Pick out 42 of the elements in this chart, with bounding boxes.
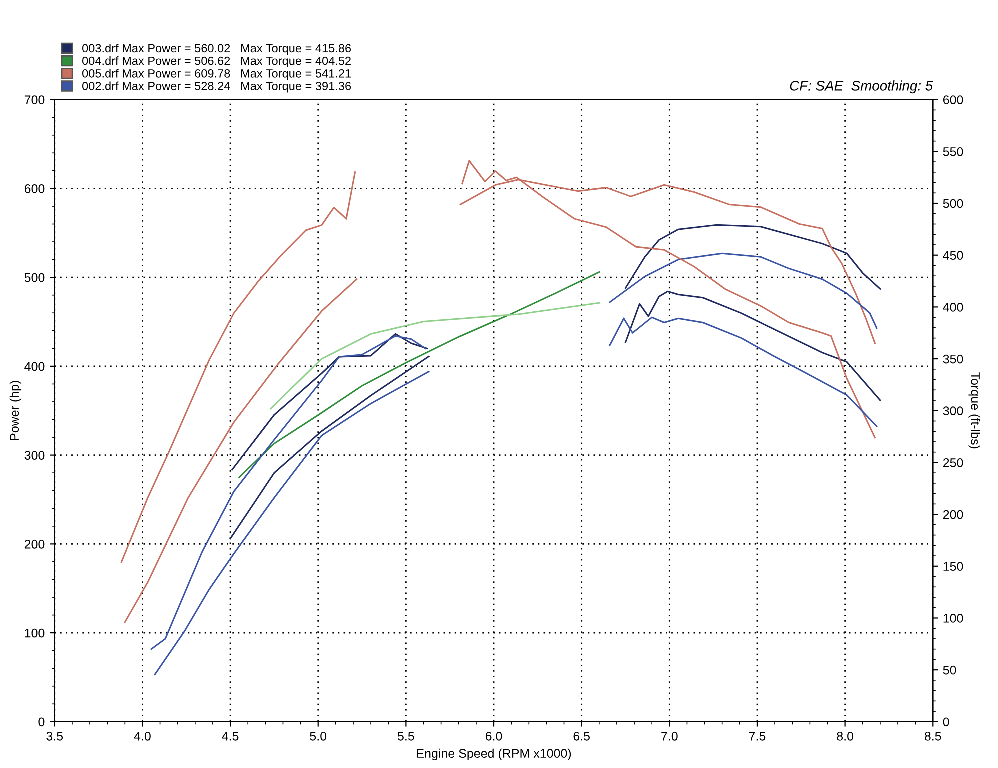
y2-tick-label: 400 xyxy=(943,303,964,312)
y2-tick-label: 0 xyxy=(943,718,950,727)
x-tick-label: 7.0 xyxy=(662,732,678,741)
x-tick-label: 6.0 xyxy=(486,732,502,741)
y2-tick-label: 150 xyxy=(944,562,964,572)
y-tick-label: 600 xyxy=(24,184,45,194)
line-series xyxy=(270,302,600,410)
text: CF: SAE Smoothing: 5 xyxy=(790,80,934,94)
x-tick-label: 8.0 xyxy=(837,732,854,741)
x-tick-label: 5.0 xyxy=(310,732,327,741)
y-tick-label: 300 xyxy=(24,451,45,460)
legend-label: 003.drf Max Power = 560.02 Max Torque = 415.86 xyxy=(82,44,352,55)
x-tick-label: 8.5 xyxy=(924,732,942,741)
x-tick-label: 7.5 xyxy=(749,732,766,741)
x-axis-title: Engine Speed (RPM x1000) xyxy=(417,748,572,760)
x-tick-label: 3.5 xyxy=(46,732,64,741)
legend-label: 004.drf Max Power = 506.62 Max Torque = 404.52 xyxy=(82,56,351,68)
legend-label: 005.drf Max Power = 609.78 Max Torque = 541.21 xyxy=(82,69,351,80)
y-tick-label: 0 xyxy=(38,718,45,727)
y2-tick-label: 500 xyxy=(943,199,964,208)
x-tick-label: 6.5 xyxy=(574,732,590,741)
y2-tick-label: 450 xyxy=(943,251,964,260)
y2-tick-label: 250 xyxy=(943,458,964,468)
y-tick-label: 700 xyxy=(24,96,45,104)
y2-tick-label: 550 xyxy=(943,147,964,156)
y2-tick-label: 50 xyxy=(943,666,956,675)
legend-label: 002.drf Max Power = 528.24 Max Torque = 391.36 xyxy=(82,82,352,93)
x-tick-label: 4.5 xyxy=(222,732,239,741)
y-tick-label: 100 xyxy=(25,628,45,638)
y-axis-title: Power (hp) xyxy=(10,381,22,440)
y2-tick-label: 600 xyxy=(943,96,964,104)
x-tick-label: 4.0 xyxy=(134,732,151,741)
x-tick-label: 5.5 xyxy=(398,732,414,741)
y2-tick-label: 350 xyxy=(943,354,964,364)
y2-tick-label: 100 xyxy=(944,614,964,623)
y2-tick-label: 200 xyxy=(943,510,964,520)
y2-axis-title: Torque (ft-lbs) xyxy=(968,372,980,449)
y-tick-label: 200 xyxy=(24,540,45,549)
y-tick-label: 500 xyxy=(24,273,45,282)
line-series xyxy=(238,271,600,478)
y2-tick-label: 300 xyxy=(943,406,964,416)
y-tick-label: 400 xyxy=(24,362,45,372)
